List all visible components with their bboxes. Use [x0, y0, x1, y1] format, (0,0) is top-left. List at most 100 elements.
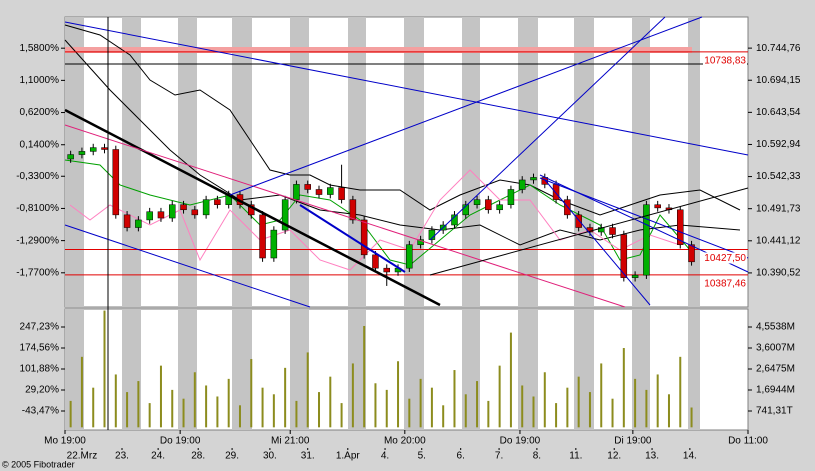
date-label: 24.	[151, 451, 165, 462]
y-tick-label: 1,6944M	[756, 385, 795, 396]
level-label-box	[703, 252, 747, 264]
volume-bar	[272, 394, 275, 428]
candle-body	[485, 199, 492, 211]
y-tick-label: 2,6475M	[756, 364, 795, 375]
y-tick-label: 4,5538M	[756, 322, 795, 333]
volume-bar	[532, 396, 535, 428]
volume-bar	[634, 378, 637, 428]
date-label: 28.	[191, 451, 205, 462]
y2-tick-label: -43,47%	[22, 406, 59, 417]
volume-bar	[442, 405, 445, 428]
y-tick-label: 10.441,12	[756, 235, 801, 246]
candle-body	[67, 154, 74, 160]
candle-body	[168, 204, 176, 219]
y2-tick-label: 1,1000%	[20, 75, 60, 86]
candle-body	[518, 179, 526, 190]
x-tick-label: Mo 19:00	[44, 436, 86, 447]
volume-bar	[295, 400, 298, 428]
volume-bar	[193, 372, 196, 428]
volume-bar	[126, 392, 129, 428]
candle-body	[78, 151, 86, 155]
volume-bar	[363, 325, 366, 428]
volume-bar	[148, 403, 151, 428]
date-label: 13.	[645, 451, 659, 462]
candle-body	[597, 227, 605, 233]
volume-bar	[453, 370, 456, 428]
x-tick-label: Di 19:00	[614, 436, 652, 447]
volume-bar	[103, 310, 106, 428]
y2-tick-label: 0,6200%	[20, 107, 60, 118]
volume-bar	[521, 385, 524, 428]
level-label-box	[703, 277, 747, 289]
candle-body	[552, 184, 560, 200]
volume-bar	[690, 407, 693, 428]
candle-body	[89, 147, 97, 152]
date-label: 22.Mrz	[67, 451, 98, 462]
volume-bar	[476, 381, 479, 428]
volume-bar	[408, 398, 411, 428]
volume-bar	[374, 383, 377, 428]
volume-bar	[306, 352, 309, 428]
volume-bar	[216, 396, 219, 428]
volume-bar	[159, 365, 162, 428]
volume-bar	[600, 363, 603, 428]
candle-body	[281, 199, 289, 231]
resistance-band	[65, 47, 692, 53]
volume-bar	[318, 392, 321, 428]
level-label: 10387,46	[704, 278, 746, 289]
volume-bar	[227, 378, 230, 428]
y2-tick-label: -1,2900%	[16, 235, 59, 246]
candle-body	[338, 187, 345, 200]
candle-body	[135, 219, 142, 228]
y-tick-label: 10.390,52	[756, 268, 801, 279]
level-label: 10738,83	[704, 56, 746, 67]
date-label: 31.	[301, 451, 315, 462]
candle-body	[270, 229, 278, 259]
volume-bar	[205, 385, 208, 428]
candle-body	[496, 204, 503, 211]
y2-tick-label: 29,20%	[25, 385, 59, 396]
volume-bar	[543, 372, 546, 428]
level-label-box	[703, 54, 747, 66]
candle-body	[417, 239, 424, 245]
volume-bar	[238, 405, 241, 428]
y2-tick-label: 0,1400%	[20, 139, 60, 150]
candle-body	[157, 211, 165, 219]
volume-bar	[419, 378, 422, 428]
candle-body	[688, 244, 695, 263]
x-tick-label: Mi 21:00	[271, 436, 310, 447]
volume-bar	[679, 356, 682, 428]
candle-body	[315, 189, 323, 195]
candle-body	[146, 211, 153, 221]
candle-body	[202, 199, 210, 216]
y-tick-label: 10.744,76	[756, 43, 801, 54]
volume-bar	[182, 398, 185, 428]
candle-body	[372, 254, 379, 269]
volume-bar	[385, 389, 388, 428]
volume-bar	[588, 392, 591, 428]
candle-body	[293, 184, 300, 200]
date-label: 29.	[225, 451, 239, 462]
volume-bar	[656, 374, 659, 428]
x-tick-label: Do 19:00	[500, 436, 541, 447]
candle-body	[101, 147, 108, 150]
candle-body	[349, 199, 357, 221]
candle-body	[620, 234, 628, 278]
candle-body	[214, 199, 221, 205]
volume-bar	[284, 367, 287, 428]
volume-bar	[430, 387, 433, 428]
candle-body	[383, 267, 390, 273]
date-label: 12.	[607, 451, 621, 462]
y-tick-label: 10.491,73	[756, 203, 801, 214]
y2-tick-label: 1,5800%	[20, 43, 60, 54]
volume-bar	[464, 394, 467, 428]
candle-body	[123, 214, 131, 228]
candle-body	[259, 214, 266, 259]
volume-bar	[509, 332, 512, 428]
y2-tick-label: 247,23%	[20, 322, 60, 333]
y-tick-label: 3,6007M	[756, 343, 795, 354]
volume-bar	[351, 363, 354, 428]
volume-bar	[114, 374, 117, 428]
candle-body	[112, 149, 120, 216]
